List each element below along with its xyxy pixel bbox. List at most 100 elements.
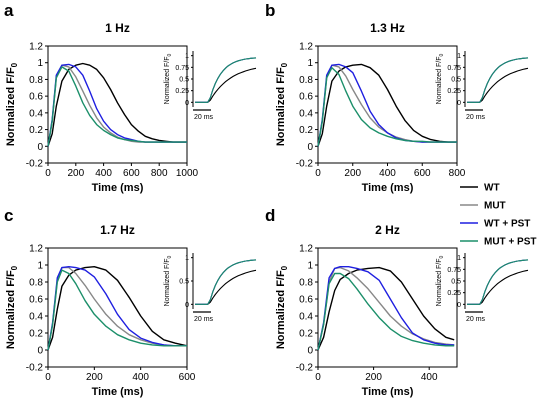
y-tick-label: 0.8: [299, 278, 313, 289]
inset-series-line-wt-pst: [195, 57, 257, 103]
inset-series-line-mut-pst: [195, 57, 257, 103]
inset-series-line-mut: [195, 57, 257, 103]
series-line-wt: [47, 266, 188, 351]
inset-scale-bar-label: 20 ms: [466, 114, 486, 121]
y-tick-label: -0.2: [26, 159, 44, 170]
inset-series-line-mut: [195, 259, 257, 305]
inset-y-tick-label: 0.25: [447, 88, 461, 95]
x-tick-label: 200: [86, 372, 103, 383]
inset-y-tick-label: 0: [457, 100, 461, 107]
y-tick-label: 1: [307, 58, 313, 69]
inset-y-tick-label: 0.5: [179, 77, 189, 84]
y-tick-label: 0.2: [29, 125, 43, 136]
inset-series-line-mut-pst: [195, 259, 257, 305]
x-axis-label: Time (ms): [92, 386, 144, 398]
y-tick-label: 0.6: [299, 92, 313, 103]
panel-b: b1.3 Hz-0.200.20.40.60.811.20 200 400 600 80…: [265, 1, 529, 194]
y-tick-label: 0: [307, 142, 313, 153]
series-line-wt-pst: [47, 266, 187, 351]
y-tick-label: 0.6: [29, 295, 43, 306]
inset-series-line-wt-pst: [195, 259, 257, 305]
y-tick-label: 1.2: [29, 42, 43, 53]
inset-y-tick-label: 1: [457, 53, 461, 60]
y-tick-label: 0.6: [299, 295, 313, 306]
y-tick-label: 0.4: [299, 312, 313, 323]
series-line-wt-pst: [317, 266, 455, 351]
inset-series-line-mut: [467, 259, 529, 305]
inset-y-tick-label: 0.75: [447, 65, 461, 72]
y-tick-label: 0.4: [29, 108, 43, 119]
y-tick-label: 0: [307, 346, 313, 357]
x-tick-label: 800: [449, 168, 466, 179]
x-tick-label: 600: [414, 168, 431, 179]
series-line-wt: [47, 62, 187, 147]
x-tick-label: 0: [45, 168, 51, 179]
plot-frame: [47, 247, 188, 368]
x-axis-label: Time (ms): [362, 182, 414, 194]
inset-y-tick-label: 0.25: [175, 88, 189, 95]
legend-label: MUT: [484, 201, 506, 212]
y-tick-label: 0.8: [29, 75, 43, 86]
y-tick-label: 0: [37, 142, 43, 153]
inset-series-line-wt-pst: [467, 57, 529, 103]
chart-title: 1.3 Hz: [370, 21, 405, 35]
y-tick-label: 0.4: [29, 312, 43, 323]
inset-y-tick-label: 0: [185, 302, 189, 309]
inset-y-tick-label: 0.75: [175, 65, 189, 72]
x-tick-label: 800: [151, 168, 168, 179]
x-tick-label: 0: [45, 372, 51, 383]
inset-scale-bar-label: 20 ms: [194, 114, 214, 121]
y-tick-label: 0.2: [299, 125, 313, 136]
chart-title: 2 Hz: [375, 223, 400, 237]
y-axis-label: Normalized F/F0: [5, 62, 19, 146]
x-tick-label: 200: [365, 372, 382, 383]
inset-series-line-mut-pst: [467, 57, 529, 103]
y-tick-label: 0.2: [29, 329, 43, 340]
panel-a: a1 Hz-0.200.20.40.60.811.20 200 400 600 800 1…: [4, 1, 257, 194]
inset-y-tick-label: 0: [185, 100, 189, 107]
y-tick-label: -0.2: [296, 363, 314, 374]
inset-y-tick-label: 0.25: [447, 290, 461, 297]
inset-y-axis-label: Normalized F/F0: [436, 255, 445, 306]
legend: WT MUT WT + PST MUT + PST: [460, 183, 537, 248]
series-line-mut-pst: [47, 269, 187, 351]
inset-y-tick-label: 0.75: [447, 267, 461, 274]
y-tick-label: 1: [307, 261, 313, 272]
x-tick-label: 600: [179, 372, 196, 383]
x-tick-label: 0: [315, 372, 321, 383]
panel-c: c1.7 Hz-0.200.20.40.60.811.20 200 400 600Ti…: [4, 206, 257, 398]
series-line-mut: [317, 266, 455, 351]
inset-a: 0 0.25 0.5 0.75 1 Normalized F/F0 20 ms: [164, 51, 257, 121]
inset-y-tick-label: 1: [185, 255, 189, 262]
inset-d: 0 0.25 0.5 0.75 1 Normalized F/F0 20 ms: [436, 253, 529, 323]
inset-y-tick-label: 1: [457, 255, 461, 262]
series-line-wt: [317, 63, 457, 147]
inset-series-line-mut-pst: [467, 259, 529, 305]
x-tick-label: 200: [67, 168, 84, 179]
x-axis-label: Time (ms): [92, 182, 144, 194]
inset-scale-bar-label: 20 ms: [194, 316, 214, 323]
inset-y-tick-label: 0.5: [179, 279, 189, 286]
inset-series-line-wt-pst: [467, 259, 529, 305]
x-tick-label: 600: [123, 168, 140, 179]
series-line-mut-pst: [317, 66, 457, 147]
y-tick-label: -0.2: [26, 363, 44, 374]
y-tick-label: 0.4: [299, 108, 313, 119]
inset-y-axis-label: Normalized F/F0: [164, 255, 173, 306]
y-tick-label: 1: [37, 261, 43, 272]
legend-label: MUT + PST: [484, 237, 537, 248]
inset-y-tick-label: 1: [185, 53, 189, 60]
series-line-wt: [317, 266, 455, 351]
plot-frame: [317, 247, 458, 368]
inset-y-tick-label: 0: [457, 302, 461, 309]
y-tick-label: 1.2: [299, 42, 313, 53]
legend-label: WT + PST: [484, 219, 530, 230]
chart-title: 1 Hz: [105, 21, 130, 35]
inset-series-line-mut: [467, 57, 529, 103]
panel-label: b: [265, 1, 275, 20]
x-tick-label: 400: [132, 372, 149, 383]
y-tick-label: 0.8: [29, 278, 43, 289]
y-axis-label: Normalized F/F0: [5, 265, 19, 349]
